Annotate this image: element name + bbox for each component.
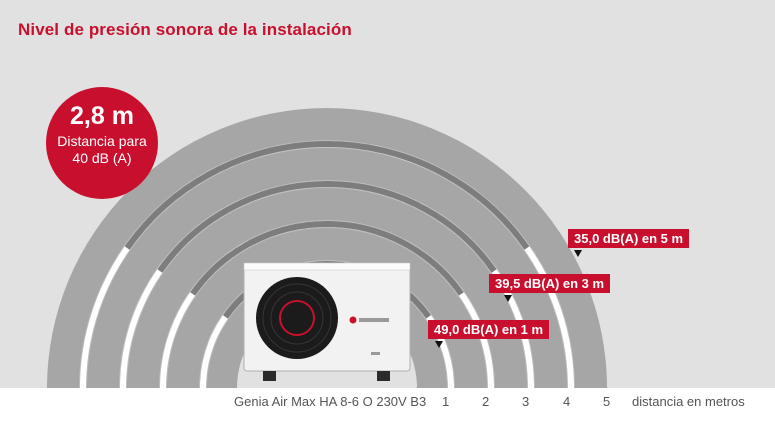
page-title: Nivel de presión sonora de la instalació…: [18, 20, 352, 39]
brand-logo-icon: [349, 316, 357, 324]
sound-ring-highlight-1: [124, 141, 530, 250]
sound-rings-diagram: [47, 108, 607, 388]
pointer-3m-icon: [504, 295, 512, 302]
model-name: Genia Air Max HA 8-6 O 230V B3: [234, 394, 427, 409]
tick-5: 5: [603, 394, 611, 409]
badge-text: Distancia para 40 dB (A): [57, 133, 147, 166]
pointer-1m-icon: [435, 341, 443, 348]
fan-grille-icon: [256, 277, 338, 359]
heat-pump-unit: [243, 262, 411, 381]
tick-4: 4: [563, 394, 571, 409]
unit-foot-left: [263, 371, 276, 381]
label-3m: 39,5 dB(A) en 3 m: [489, 274, 611, 293]
axis-unit-label: distancia en metros: [632, 394, 745, 409]
sound-ring-highlight-2: [157, 181, 497, 273]
distance-badge: 2,8 m Distancia para 40 dB (A): [46, 87, 158, 199]
pointer-5m-icon: [574, 250, 582, 257]
distance-scale: Genia Air Max HA 8-6 O 230V B3 1 2 3 4 5…: [0, 388, 775, 427]
badge-value: 2,8 m: [70, 102, 134, 130]
sound-ring-highlight-3: [190, 221, 464, 296]
label-5m: 35,0 dB(A) en 5 m: [568, 229, 690, 248]
unit-foot-right: [377, 371, 390, 381]
label-1m: 49,0 dB(A) en 1 m: [428, 320, 550, 339]
tick-2: 2: [482, 394, 490, 409]
tick-3: 3: [522, 394, 530, 409]
tick-1: 1: [442, 394, 450, 409]
